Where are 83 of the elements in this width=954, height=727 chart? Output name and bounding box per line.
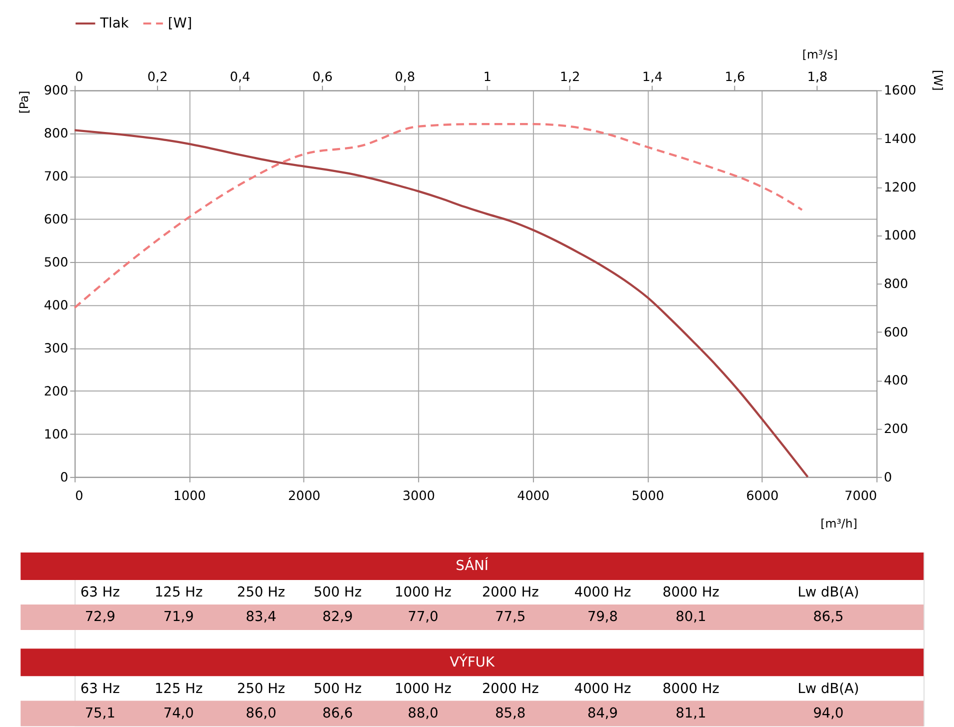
x2-tick-label: 1,8 <box>807 70 828 85</box>
y2-tick-label: 600 <box>884 325 908 340</box>
line-series <box>74 129 809 478</box>
y-tick-label: 700 <box>44 170 68 185</box>
x2-axis-title: [m³/s] <box>802 47 838 62</box>
y2-tick-label: 200 <box>884 422 908 438</box>
y-tick-label: 100 <box>44 427 68 442</box>
x-axis-title: [m³/h] <box>820 516 858 530</box>
text: Lw dB(A) <box>798 680 860 697</box>
text: 250 Hz <box>237 584 286 601</box>
x-tick-label: 5000 <box>632 488 664 504</box>
text: 81,1 <box>676 705 706 722</box>
text: 71,9 <box>163 609 194 626</box>
y-tick-label: 300 <box>44 341 68 356</box>
x2-tick-label: 0,6 <box>312 70 333 85</box>
y-tick-label: 500 <box>44 256 68 271</box>
x2-tick-label: 0 <box>75 70 84 85</box>
text: Lw dB(A) <box>798 584 860 601</box>
text: 77,0 <box>408 609 438 626</box>
y2-tick-label: 800 <box>884 276 908 292</box>
legend-label: Tlak <box>99 15 129 32</box>
text: 63 Hz <box>80 680 120 697</box>
y2-tick-label: 1400 <box>884 132 916 147</box>
text: 79,8 <box>587 609 618 626</box>
text: 1000 Hz <box>394 680 452 697</box>
text: 82,9 <box>322 609 353 626</box>
x2-tick-label: 0,4 <box>230 70 250 85</box>
x2-tick-label: 1,4 <box>642 70 663 85</box>
line-series <box>74 122 804 309</box>
text: 4000 Hz <box>574 584 632 601</box>
text: 8000 Hz <box>662 584 720 601</box>
y2-tick-label: 400 <box>884 374 908 389</box>
text: 500 Hz <box>314 584 362 601</box>
y-tick-label: 200 <box>44 384 68 400</box>
legend-label: [W] <box>168 15 192 32</box>
text: SÁNÍ <box>456 557 488 574</box>
text: 86,0 <box>246 705 276 722</box>
text: 2000 Hz <box>482 584 539 601</box>
y2-axis-title: [W] <box>930 70 945 91</box>
text: 72,9 <box>84 609 116 626</box>
x2-tick-label: 1,6 <box>724 70 746 85</box>
x-tick-label: 7000 <box>844 488 877 504</box>
y2-tick-label: 1600 <box>884 84 916 99</box>
x-tick-label: 1000 <box>173 488 206 504</box>
text: 125 Hz <box>154 584 203 601</box>
text: 86,6 <box>322 705 353 722</box>
y-tick-label: 0 <box>60 470 68 486</box>
text: VÝFUK <box>450 653 496 670</box>
text: 86,5 <box>813 609 844 626</box>
text: 8000 Hz <box>662 680 720 697</box>
x-tick-label: 6000 <box>746 488 779 504</box>
text: 85,8 <box>495 705 526 722</box>
y2-tick-label: 1000 <box>884 228 916 244</box>
x-tick-label: 2000 <box>288 488 320 504</box>
y-tick-label: 400 <box>44 298 68 314</box>
text: 250 Hz <box>237 680 286 697</box>
x-tick-label: 4000 <box>517 488 550 504</box>
x2-tick-label: 1 <box>483 70 492 85</box>
text: 1000 Hz <box>394 584 452 601</box>
x-tick-label: 3000 <box>402 488 435 504</box>
text: 88,0 <box>408 705 438 722</box>
text: 4000 Hz <box>574 680 632 697</box>
x2-tick-label: 0,8 <box>394 70 416 85</box>
text: 77,5 <box>495 609 526 626</box>
y2-tick-label: 0 <box>884 470 892 486</box>
text: 125 Hz <box>154 680 203 697</box>
y-tick-label: 600 <box>44 212 68 228</box>
text: 94,0 <box>813 705 844 722</box>
x-tick-label: 0 <box>75 488 84 504</box>
x2-tick-label: 0,2 <box>147 70 168 85</box>
text: 83,4 <box>246 609 276 626</box>
x2-tick-label: 1,2 <box>560 70 580 85</box>
y-axis-title: [Pa] <box>16 90 31 114</box>
y2-tick-label: 1200 <box>884 180 916 196</box>
text: 63 Hz <box>80 584 120 601</box>
text: 80,1 <box>676 609 706 626</box>
y-tick-label: 800 <box>44 126 68 142</box>
y-tick-label: 900 <box>44 84 68 99</box>
text: 75,1 <box>84 705 116 722</box>
text: 2000 Hz <box>482 680 539 697</box>
text: 84,9 <box>587 705 618 722</box>
text: 74,0 <box>163 705 194 722</box>
text: 500 Hz <box>314 680 362 697</box>
